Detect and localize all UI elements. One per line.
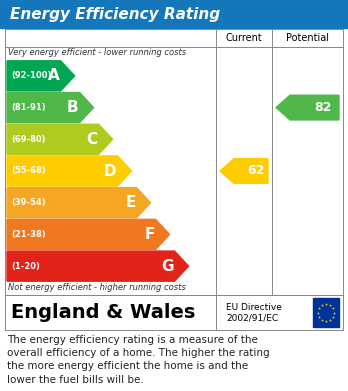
Text: A: A xyxy=(48,68,60,83)
Polygon shape xyxy=(7,124,113,154)
Text: F: F xyxy=(144,227,155,242)
Text: E: E xyxy=(125,195,136,210)
Text: Current: Current xyxy=(226,33,262,43)
Text: England & Wales: England & Wales xyxy=(11,303,195,322)
Text: (55-68): (55-68) xyxy=(11,167,46,176)
Polygon shape xyxy=(7,156,132,186)
Bar xyxy=(313,298,339,327)
Text: (21-38): (21-38) xyxy=(11,230,46,239)
Text: EU Directive
2002/91/EC: EU Directive 2002/91/EC xyxy=(226,303,282,322)
Text: (81-91): (81-91) xyxy=(11,103,46,112)
Text: 82: 82 xyxy=(315,101,332,114)
Text: B: B xyxy=(67,100,79,115)
Text: Very energy efficient - lower running costs: Very energy efficient - lower running co… xyxy=(8,48,186,57)
Text: (1-20): (1-20) xyxy=(11,262,40,271)
Text: Potential: Potential xyxy=(286,33,329,43)
Text: C: C xyxy=(87,132,97,147)
Bar xyxy=(5,295,343,330)
Polygon shape xyxy=(7,219,169,249)
Polygon shape xyxy=(7,93,94,123)
Polygon shape xyxy=(220,159,268,183)
Polygon shape xyxy=(7,251,189,281)
Text: D: D xyxy=(104,163,117,179)
Bar xyxy=(5,29,343,295)
Text: The energy efficiency rating is a measure of the
overall efficiency of a home. T: The energy efficiency rating is a measur… xyxy=(7,335,270,385)
Text: 62: 62 xyxy=(247,165,265,178)
Text: Energy Efficiency Rating: Energy Efficiency Rating xyxy=(10,7,220,22)
Text: (39-54): (39-54) xyxy=(11,198,46,207)
Polygon shape xyxy=(7,61,74,91)
Text: (69-80): (69-80) xyxy=(11,135,46,144)
Text: G: G xyxy=(161,258,174,274)
Bar xyxy=(0,0,348,28)
Polygon shape xyxy=(276,95,339,120)
Text: (92-100): (92-100) xyxy=(11,71,52,81)
Text: Not energy efficient - higher running costs: Not energy efficient - higher running co… xyxy=(8,283,186,292)
Polygon shape xyxy=(7,188,151,218)
